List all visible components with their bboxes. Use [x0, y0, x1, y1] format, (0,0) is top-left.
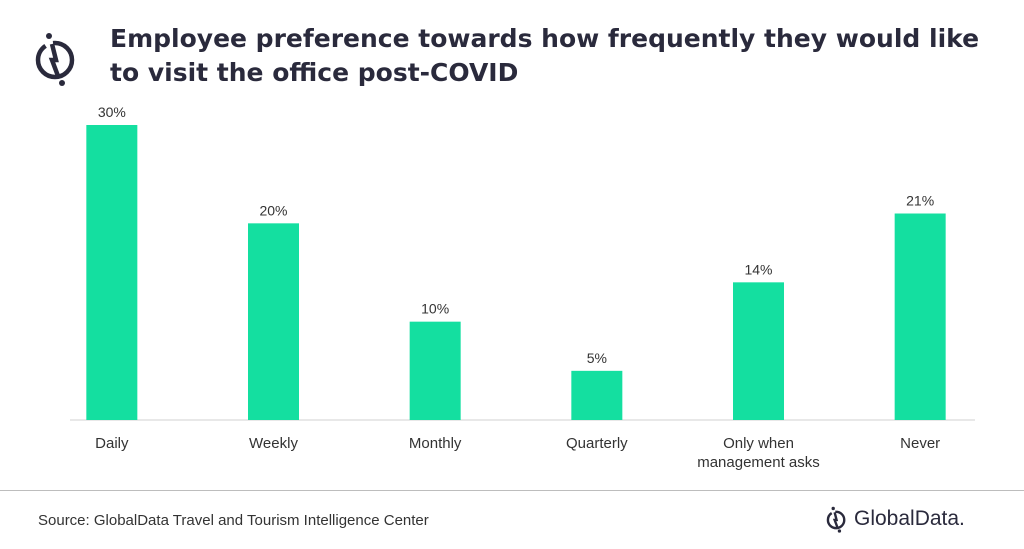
data-label: 5%: [587, 350, 607, 366]
x-tick-label: Quarterly: [566, 435, 628, 452]
x-tick-label: management asks: [697, 454, 820, 471]
bar: [248, 223, 299, 420]
brand-logo: GlobalData.: [826, 505, 965, 533]
bar: [571, 370, 623, 420]
x-tick-label: Only when: [723, 435, 794, 452]
x-tick-label: Daily: [95, 435, 129, 452]
bar-chart: 30% Daily 20% Weekly 10% Monthly 5% Quarterly 14…: [70, 104, 975, 471]
globaldata-mark-icon: [826, 506, 846, 533]
globaldata-logo-icon: [35, 33, 75, 86]
source-note: Source: GlobalData Travel and Tourism In…: [38, 512, 429, 529]
data-label: 21%: [906, 193, 934, 209]
bar: [86, 125, 138, 420]
chart-title: Employee preference towards how frequent…: [110, 24, 980, 87]
data-label: 20%: [259, 202, 287, 218]
bar: [409, 321, 461, 420]
data-label: 30%: [98, 104, 126, 120]
bar: [733, 282, 784, 420]
data-label: 10%: [421, 301, 449, 317]
x-tick-label: Never: [900, 435, 940, 452]
x-tick-label: Monthly: [409, 435, 462, 452]
data-label: 14%: [744, 261, 772, 277]
footer-divider: [0, 490, 1024, 491]
brand-name: GlobalData.: [854, 507, 965, 530]
x-tick-label: Weekly: [249, 435, 298, 452]
bar: [894, 213, 946, 420]
